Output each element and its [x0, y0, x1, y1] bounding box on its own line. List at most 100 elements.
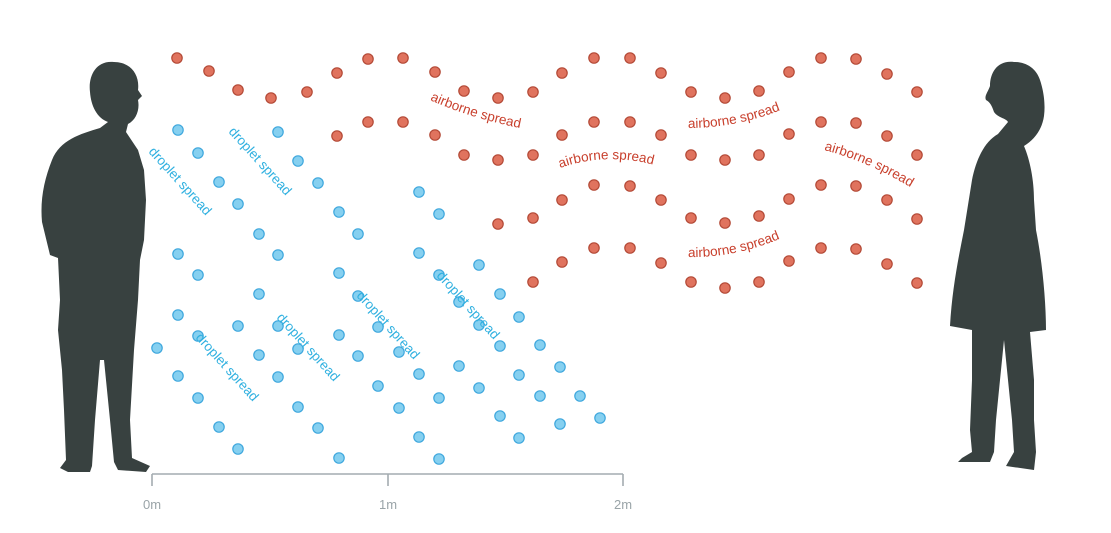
airborne-particle-16: [429, 129, 441, 141]
airborne-particle-55: [911, 213, 923, 225]
airborne-particle-17: [458, 149, 470, 161]
droplet-particle-52: [473, 259, 485, 271]
droplet-particle-35: [433, 392, 445, 404]
airborne-particle-12: [527, 86, 539, 98]
droplet-particle-62: [513, 432, 525, 444]
airborne-particle-59: [556, 256, 568, 268]
droplet-particle-20: [253, 349, 265, 361]
droplet-particle-17: [172, 309, 184, 321]
airborne-particle-20: [556, 67, 568, 79]
droplet-particle-28: [213, 421, 225, 433]
airborne-particle-9: [429, 66, 441, 78]
droplet-particle-11: [352, 228, 364, 240]
droplet-particle-23: [312, 422, 324, 434]
airborne-spread-label-5-path: airborne spread: [688, 228, 781, 261]
airborne-particle-25: [719, 92, 731, 104]
droplet-particle-61: [494, 410, 506, 422]
droplet-particle-60: [473, 382, 485, 394]
airborne-particle-15: [397, 116, 409, 128]
droplet-particle-57: [574, 390, 586, 402]
droplet-particle-1: [172, 124, 184, 136]
airborne-particle-60: [588, 242, 600, 254]
droplet-spread-label-2: droplet spread: [226, 124, 295, 198]
airborne-particle-61: [624, 242, 636, 254]
airborne-particle-47: [655, 194, 667, 206]
droplet-particle-6: [272, 249, 284, 261]
droplet-particle-55: [534, 339, 546, 351]
droplet-particle-42: [413, 186, 425, 198]
airborne-particle-11: [492, 92, 504, 104]
airborne-particle-35: [655, 129, 667, 141]
standing-woman-silhouette-icon: [950, 61, 1046, 470]
droplet-particle-21: [272, 371, 284, 383]
airborne-spread-label-5: airborne spread: [688, 228, 781, 261]
airborne-particle-13: [331, 130, 343, 142]
droplet-particle-14: [253, 288, 265, 300]
axis-tick-label-1m: 1m: [379, 497, 397, 512]
droplet-spread-label-5: droplet spread: [354, 288, 423, 362]
droplet-particle-19: [232, 320, 244, 332]
droplet-particle-36: [333, 329, 345, 341]
airborne-particle-29: [850, 53, 862, 65]
droplet-particle-43: [433, 208, 445, 220]
droplet-particle-25: [151, 342, 163, 354]
droplet-spread-label-4: droplet spread: [274, 310, 343, 384]
droplet-particle-13: [192, 269, 204, 281]
airborne-particle-34: [624, 116, 636, 128]
airborne-spread-label-2: airborne spread: [556, 147, 656, 171]
airborne-particle-27: [783, 66, 795, 78]
droplet-particle-7: [272, 126, 284, 138]
airborne-particle-62: [655, 257, 667, 269]
droplet-particle-26: [172, 370, 184, 382]
airborne-particle-36: [685, 149, 697, 161]
airborne-spread-label-3-path: airborne spread: [688, 99, 782, 131]
droplet-spread-label-6: droplet spread: [434, 268, 503, 342]
axis-tick-label-0m: 0m: [143, 497, 161, 512]
airborne-particle-1: [171, 52, 183, 64]
droplet-spread-label-1: droplet spread: [146, 144, 215, 218]
droplet-particle-49: [513, 369, 525, 381]
airborne-particle-42: [881, 130, 893, 142]
airborne-particle-69: [881, 258, 893, 270]
airborne-particle-44: [556, 194, 568, 206]
airborne-particle-49: [719, 217, 731, 229]
airborne-particle-64: [719, 282, 731, 294]
airborne-particle-2: [203, 65, 215, 77]
airborne-particle-51: [783, 193, 795, 205]
airborne-particle-50: [753, 210, 765, 222]
droplet-particle-54: [513, 311, 525, 323]
airborne-spread-label-4: airborne spread: [823, 138, 916, 189]
droplet-particle-4: [232, 198, 244, 210]
droplet-particle-3: [213, 176, 225, 188]
airborne-particle-5: [301, 86, 313, 98]
airborne-particles: [171, 52, 923, 294]
airborne-particle-10: [458, 85, 470, 97]
airborne-particle-57: [527, 212, 539, 224]
airborne-particle-54: [881, 194, 893, 206]
airborne-particle-56: [492, 218, 504, 230]
droplet-particle-16: [292, 343, 304, 355]
droplet-particle-27: [192, 392, 204, 404]
airborne-particle-4: [265, 92, 277, 104]
airborne-particle-28: [815, 52, 827, 64]
droplet-particle-37: [352, 350, 364, 362]
airborne-particle-18: [492, 154, 504, 166]
droplet-particle-10: [333, 206, 345, 218]
droplet-particle-12: [172, 248, 184, 260]
airborne-particle-23: [655, 67, 667, 79]
airborne-particle-6: [331, 67, 343, 79]
airborne-particle-40: [815, 116, 827, 128]
droplet-particle-38: [372, 380, 384, 392]
droplet-particle-33: [393, 346, 405, 358]
airborne-spread-label-2-path: airborne spread: [556, 147, 656, 171]
droplet-particle-18: [192, 330, 204, 342]
airborne-particle-7: [362, 53, 374, 65]
airborne-particle-53: [850, 180, 862, 192]
airborne-particle-19: [527, 149, 539, 161]
droplet-particle-59: [453, 360, 465, 372]
airborne-particle-46: [624, 180, 636, 192]
droplet-particle-48: [494, 340, 506, 352]
airborne-particle-24: [685, 86, 697, 98]
airborne-particle-52: [815, 179, 827, 191]
